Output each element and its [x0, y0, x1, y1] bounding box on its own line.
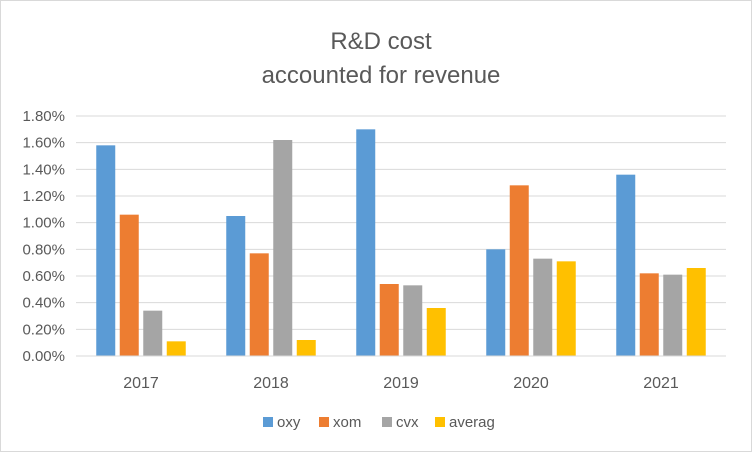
bar-xom-2018 [249, 253, 269, 356]
legend-swatch-xom [319, 417, 329, 427]
y-tick-label: 0.00% [22, 348, 65, 365]
bar-averag-2017 [166, 341, 186, 356]
x-category-label: 2020 [513, 375, 549, 392]
bar-xom-2021 [639, 273, 659, 356]
bar-oxy-2021 [616, 174, 636, 356]
y-tick-label: 1.80% [22, 108, 65, 125]
bar-oxy-2019 [356, 129, 376, 356]
x-axis-categories: 2017 2018 2019 2020 2021 [123, 375, 679, 392]
legend-label-averag: averag [449, 414, 495, 431]
x-category-label: 2019 [383, 375, 419, 392]
bar-cvx-2018 [273, 140, 293, 356]
x-category-label: 2021 [643, 375, 679, 392]
y-tick-label: 1.20% [22, 188, 65, 205]
legend-swatch-averag [435, 417, 445, 427]
legend-swatch-cvx [382, 417, 392, 427]
bar-oxy-2018 [226, 216, 246, 356]
legend-label-cvx: cvx [396, 414, 419, 431]
x-category-label: 2018 [253, 375, 289, 392]
y-tick-label: 0.60% [22, 268, 65, 285]
y-tick-label: 0.40% [22, 295, 65, 312]
bar-cvx-2021 [663, 274, 683, 356]
y-tick-label: 1.00% [22, 215, 65, 232]
bar-cvx-2020 [533, 258, 553, 356]
chart-title-line-1: R&D cost [330, 28, 432, 55]
y-tick-label: 1.60% [22, 135, 65, 152]
y-tick-label: 0.20% [22, 321, 65, 338]
legend: oxy xom cvx averag [263, 414, 495, 431]
bars [96, 129, 706, 356]
bar-averag-2018 [296, 340, 316, 356]
bar-oxy-2017 [96, 145, 116, 356]
bar-oxy-2020 [486, 249, 506, 356]
bar-cvx-2017 [143, 310, 163, 356]
legend-label-oxy: oxy [277, 414, 301, 431]
bar-xom-2019 [379, 284, 399, 356]
chart-title-line-2: accounted for revenue [262, 62, 501, 89]
bar-averag-2019 [426, 308, 446, 356]
x-category-label: 2017 [123, 375, 159, 392]
bar-averag-2021 [686, 268, 706, 356]
gridlines [76, 115, 726, 330]
y-axis-ticks: 0.00% 0.20% 0.40% 0.60% 0.80% 1.00% 1.20% 1.40%… [22, 108, 65, 365]
y-tick-label: 1.40% [22, 161, 65, 178]
legend-swatch-oxy [263, 417, 273, 427]
bar-averag-2020 [556, 261, 576, 356]
bar-xom-2020 [509, 185, 529, 356]
y-tick-label: 0.80% [22, 241, 65, 258]
bar-cvx-2019 [403, 285, 423, 356]
legend-label-xom: xom [333, 414, 361, 431]
bar-xom-2017 [119, 214, 139, 356]
